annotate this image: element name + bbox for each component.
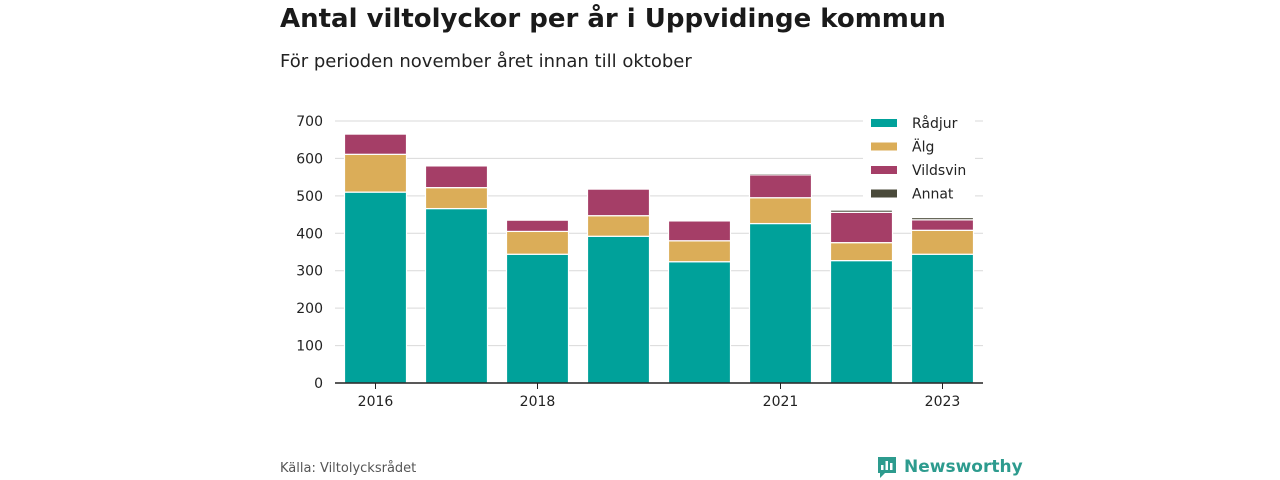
bar-segment [748, 174, 813, 199]
bar-segment [343, 191, 408, 384]
bar-segment [910, 229, 975, 255]
bar-segment [343, 153, 408, 193]
legend-label: Älg [912, 138, 934, 156]
bar-segment [829, 242, 894, 262]
bar-segment [829, 260, 894, 384]
bar-segment [667, 220, 732, 242]
legend-label: Rådjur [912, 115, 958, 132]
legend-label: Vildsvin [912, 163, 966, 179]
bar-segment [910, 219, 975, 231]
legend-swatch [871, 119, 897, 127]
y-tick-label: 500 [296, 189, 323, 205]
x-tick-label: 2023 [925, 394, 961, 410]
legend-swatch [871, 189, 897, 198]
bar-segment [586, 215, 651, 237]
bar-segment [424, 165, 489, 189]
x-tick-label: 2016 [358, 394, 394, 410]
bar-segment [829, 211, 894, 244]
bar-segment [829, 209, 894, 213]
y-tick-label: 300 [296, 264, 323, 280]
bar-segment [667, 261, 732, 384]
bar-segment [586, 188, 651, 217]
source-note: Källa: Viltolycksrådet [280, 461, 417, 476]
legend-label: Annat [912, 187, 954, 203]
y-tick-label: 600 [296, 151, 323, 167]
x-tick-label: 2018 [520, 394, 556, 410]
x-tick-label: 2021 [763, 394, 799, 410]
legend-swatch [871, 142, 897, 151]
bar-segment [424, 207, 489, 384]
brand-logo: Newsworthy [876, 455, 1023, 479]
legend-swatch [871, 166, 897, 174]
y-tick-label: 400 [296, 226, 323, 242]
bar-segment [505, 230, 570, 255]
chart-title: Antal viltolyckor per år i Uppvidinge ko… [280, 4, 946, 34]
brand-name: Newsworthy [904, 457, 1023, 477]
bar-segment [748, 172, 813, 176]
y-tick-label: 0 [314, 376, 323, 392]
bar-segment [910, 216, 975, 221]
bar-segment [586, 235, 651, 384]
chart-subtitle: För perioden november året innan till ok… [280, 51, 692, 72]
bar-segment [424, 187, 489, 210]
y-tick-label: 200 [296, 301, 323, 317]
bar-segment [343, 133, 408, 155]
bar-segment [667, 240, 732, 263]
bar-segment [505, 253, 570, 384]
bar-segment [505, 219, 570, 233]
newsworthy-logo-icon [878, 457, 896, 478]
bar-segment [748, 197, 813, 225]
y-tick-label: 100 [296, 339, 323, 355]
bar-segment [748, 222, 813, 384]
y-tick-label: 700 [296, 114, 323, 130]
bar-segment [910, 253, 975, 384]
